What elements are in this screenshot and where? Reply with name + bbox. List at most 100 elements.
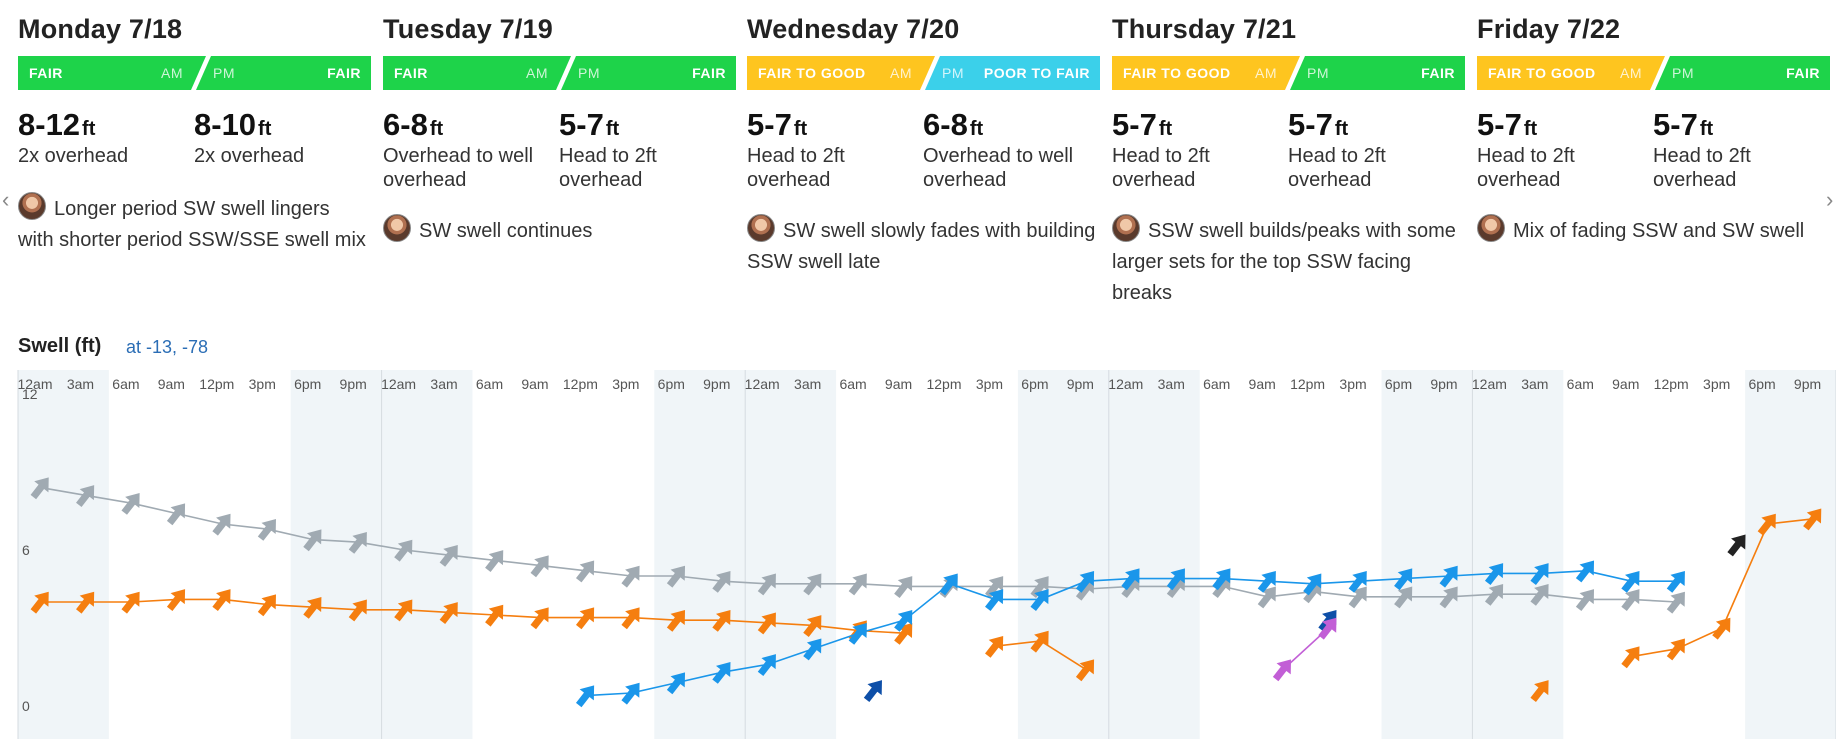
forecaster-note: Mix of fading SSW and SW swell (1477, 214, 1827, 247)
night-band (1745, 370, 1836, 739)
swell-arrow-shape (803, 615, 822, 638)
swell-arrow-shape (1030, 589, 1049, 612)
swell-arrow (1439, 586, 1458, 609)
swell-arrow (76, 591, 95, 614)
forecaster-avatar (1112, 214, 1140, 242)
pm-height-value: 5-7 (1288, 107, 1333, 142)
day-title: Friday 7/22 (1477, 14, 1621, 44)
swell-chart: 12am 3am 6am 9am 12pm 3pm 6pm 9pm 12am 3am 6am 9am 1… (17, 370, 1836, 739)
swell-arrow-shape (1530, 563, 1549, 586)
night-band (18, 370, 109, 739)
swell-arrow-shape (121, 492, 140, 515)
swell-arrow-shape (121, 591, 140, 614)
am-height-unit: ft (1523, 118, 1538, 140)
swell-arrow (1727, 534, 1746, 557)
forecaster-avatar (1477, 214, 1505, 242)
x-tick-label: 3am (67, 376, 94, 392)
swell-arrow-shape (212, 589, 231, 612)
swell-arrow-shape (621, 565, 640, 588)
swell-arrow (485, 550, 504, 573)
pm-height-desc: Head to 2ft overhead (1288, 145, 1386, 191)
x-tick-label: 3pm (976, 376, 1003, 392)
swell-arrow-shape (803, 573, 822, 596)
x-tick-label: 6am (1567, 376, 1594, 392)
swell-arrow (1394, 568, 1413, 591)
swell-arrow-shape (939, 573, 958, 596)
swell-arrow-shape (1394, 568, 1413, 591)
rating-bar: FAIR TO GOOD AM PM FAIR (1477, 56, 1832, 90)
swell-arrow-shape (76, 591, 95, 614)
am-rating-segment (383, 56, 571, 90)
pm-label: PM (578, 65, 600, 81)
pm-height: 5-7 ft Head to 2ft overhead (1288, 106, 1458, 192)
x-tick-label: 12pm (926, 376, 961, 392)
rating-bar-graphic (383, 56, 736, 90)
x-tick-label: 6am (476, 376, 503, 392)
swell-arrow (530, 555, 549, 578)
swell-arrow (1272, 659, 1292, 682)
swell-arrow (712, 609, 731, 632)
swell-arrow-shape (348, 599, 367, 622)
forecaster-avatar (383, 214, 411, 242)
swell-arrow-shape (1727, 534, 1746, 557)
swell-arrow (666, 672, 686, 695)
pm-rating-label: FAIR (692, 65, 726, 81)
rating-bar-graphic (18, 56, 371, 90)
next-arrow-icon[interactable]: › (1826, 187, 1834, 212)
rating-bar: FAIR TO GOOD AM PM POOR TO FAIR (747, 56, 1102, 90)
swell-arrow (348, 599, 367, 622)
swell-arrow-shape (530, 607, 549, 630)
swell-arrow-shape (621, 607, 640, 630)
swell-arrow (1484, 583, 1504, 606)
swell-arrow (1439, 565, 1458, 588)
forecaster-note: Longer period SW swell lingers with shor… (18, 192, 368, 256)
x-tick-label: 6pm (658, 376, 685, 392)
x-tick-label: 3pm (1703, 376, 1730, 392)
swell-arrow-shape (1803, 508, 1822, 531)
day-title: Thursday 7/21 (1112, 14, 1297, 44)
am-rating-label: FAIR TO GOOD (1488, 65, 1596, 81)
swell-arrow (166, 589, 186, 612)
pm-rating-segment (925, 56, 1100, 90)
swell-arrow (712, 661, 731, 684)
am-label: AM (890, 65, 912, 81)
x-tick-label: 12pm (1290, 376, 1325, 392)
swell-arrow-shape (803, 638, 822, 661)
am-height-value: 6-8 (383, 107, 428, 142)
am-height-value: 8-12 (18, 107, 81, 142)
swell-location-link[interactable]: at -13, -78 (126, 337, 209, 357)
x-tick-label: 12pm (199, 376, 234, 392)
pm-label: PM (213, 65, 235, 81)
rating-bar-graphic (1477, 56, 1830, 90)
swell-arrow-shape (166, 503, 186, 526)
swell-arrow-shape (348, 531, 367, 554)
swell-arrow-shape (1075, 570, 1095, 593)
swell-arrow-shape (1257, 586, 1276, 609)
forecaster-note: SW swell slowly fades with building SSW … (747, 214, 1097, 278)
swell-arrow (575, 607, 595, 630)
swell-arrow-shape (76, 485, 95, 508)
swell-arrow-shape (621, 682, 640, 705)
pm-label: PM (1672, 65, 1694, 81)
swell-arrow-shape (985, 635, 1004, 658)
swell-arrow (257, 594, 276, 617)
swell-arrow-shape (257, 594, 276, 617)
am-label: AM (526, 65, 548, 81)
swell-arrow-shape (1166, 568, 1185, 591)
swell-arrow (1303, 573, 1322, 596)
swell-arrow-shape (1439, 565, 1458, 588)
pm-height-unit: ft (969, 118, 984, 140)
day-column: Tuesday 7/19 FAIR AM PM FAIR 6-8 ft Overh… (383, 12, 738, 242)
prev-arrow-icon[interactable]: ‹ (2, 187, 10, 212)
swell-arrow (757, 573, 776, 596)
swell-arrow (848, 622, 867, 645)
swell-arrow-shape (985, 589, 1004, 612)
swell-arrow-shape (303, 596, 322, 619)
swell-arrow (303, 529, 322, 552)
am-rating-segment (18, 56, 206, 90)
x-tick-label: 9pm (703, 376, 730, 392)
x-tick-label: 3am (1521, 376, 1548, 392)
swell-arrow (121, 492, 140, 515)
swell-arrow-shape (894, 609, 913, 632)
pm-rating-segment (561, 56, 736, 90)
